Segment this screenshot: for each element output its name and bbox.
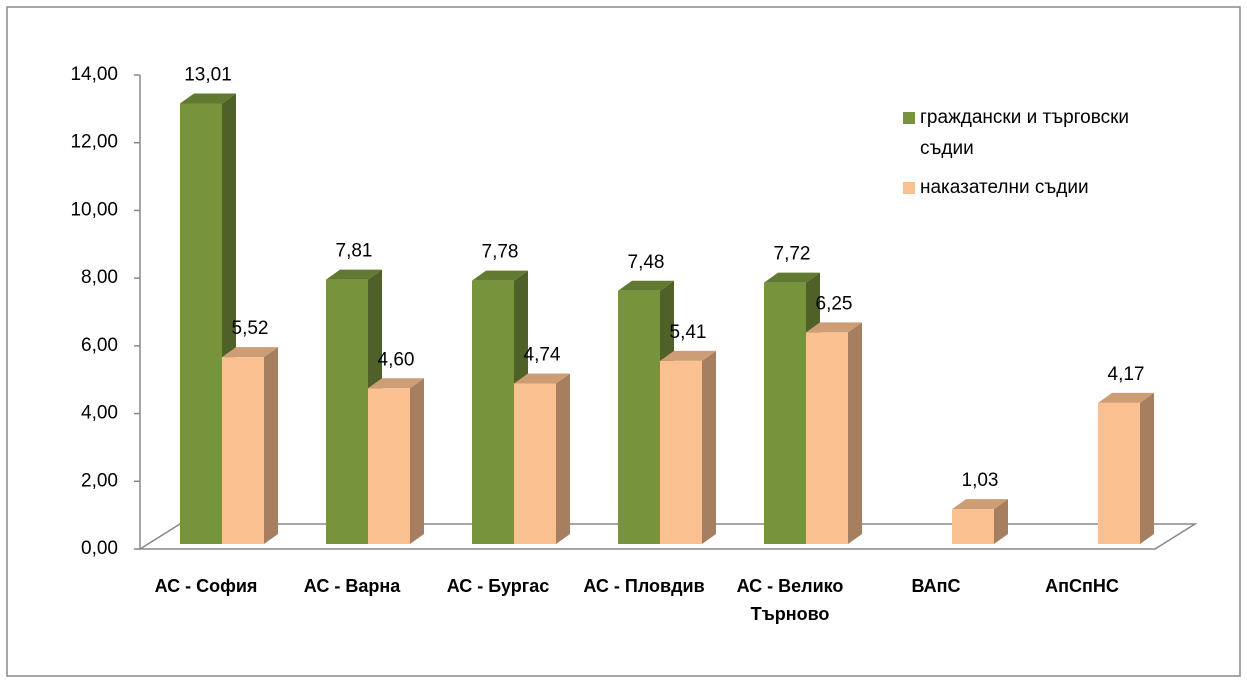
data-label: 5,41 [670, 322, 707, 343]
legend-label: граждански и търговски съдии [920, 107, 1130, 159]
data-label: 1,03 [962, 470, 999, 491]
bar-front [1098, 402, 1140, 544]
data-label: 7,48 [628, 252, 665, 273]
bar-side [1140, 392, 1154, 544]
x-tick-label: АС - Велико Търново [736, 576, 844, 624]
x-tick-label: АС - Варна [303, 576, 401, 596]
y-tick-label: 14,00 [70, 64, 118, 85]
bar-side [702, 350, 716, 544]
bar-top [514, 373, 570, 384]
bar-front [326, 279, 368, 544]
bar-front [806, 332, 848, 544]
bar-top [660, 350, 716, 361]
bar [952, 499, 1008, 544]
bar-top [222, 347, 278, 358]
x-tick-label: АС - Пловдив [583, 576, 705, 596]
bar-top [952, 499, 1008, 510]
data-label: 7,72 [774, 244, 811, 265]
bar-top [368, 378, 424, 389]
bar [222, 347, 278, 544]
bar [514, 373, 570, 544]
legend-swatch [903, 182, 915, 194]
bar [368, 378, 424, 544]
bar-top [472, 270, 528, 281]
x-tick-label: АС - София [154, 576, 258, 596]
bar-side [848, 322, 862, 544]
bar-top [1098, 392, 1154, 403]
x-tick-label: АпСпНС [1045, 576, 1119, 596]
bar-side [556, 373, 570, 544]
bar-top [806, 322, 862, 333]
chart-border [6, 6, 1241, 677]
data-label: 5,52 [232, 318, 269, 339]
data-label: 4,17 [1108, 364, 1145, 385]
legend-swatch [903, 112, 915, 124]
bar-side [994, 499, 1008, 544]
bar-side [410, 378, 424, 544]
bar-front [952, 509, 994, 544]
bar [806, 322, 862, 544]
floor [137, 523, 1198, 550]
data-label: 7,81 [336, 241, 373, 262]
bar-front [514, 383, 556, 544]
y-tick-label: 10,00 [70, 199, 118, 220]
bar-side [264, 347, 278, 544]
x-tick-label: ВАпС [911, 576, 961, 596]
bar [1098, 392, 1154, 544]
bar-front [180, 103, 222, 545]
bar-front [660, 360, 702, 544]
bar-front [618, 290, 660, 544]
y-tick-label: 2,00 [81, 470, 118, 491]
y-tick-label: 6,00 [81, 335, 118, 356]
data-label: 7,78 [482, 242, 519, 263]
bar-front [222, 357, 264, 544]
bar-top [618, 280, 674, 291]
y-tick-label: 4,00 [81, 403, 118, 424]
bar-front [472, 280, 514, 544]
y-tick-label: 12,00 [70, 132, 118, 153]
bar-top [326, 269, 382, 280]
y-tick-label: 8,00 [81, 267, 118, 288]
bar [660, 350, 716, 544]
data-label: 4,74 [524, 345, 561, 366]
x-tick-label: АС - Бургас [446, 576, 550, 596]
data-label: 4,60 [378, 349, 415, 370]
bar-top [764, 272, 820, 283]
bar-top [180, 93, 236, 104]
bar-front [764, 282, 806, 544]
data-label: 13,01 [184, 65, 232, 86]
data-label: 6,25 [816, 293, 853, 314]
y-tick-label: 0,00 [81, 538, 118, 559]
bar-front [368, 388, 410, 544]
legend-label: наказателни съдии [920, 177, 1089, 198]
